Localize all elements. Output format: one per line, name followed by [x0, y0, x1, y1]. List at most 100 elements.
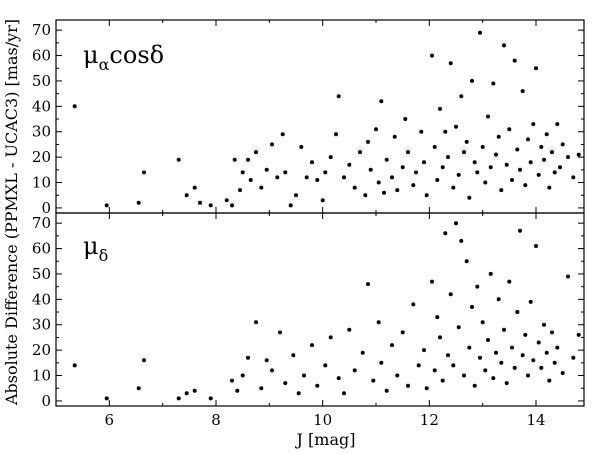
- data-point-bottom: [296, 391, 301, 396]
- data-point-bottom: [571, 355, 576, 360]
- data-point-top: [504, 162, 509, 167]
- data-point-top: [510, 178, 514, 182]
- data-point-bottom: [526, 373, 530, 378]
- data-point-bottom: [523, 332, 528, 337]
- data-point-bottom: [555, 345, 560, 350]
- data-point-top: [478, 30, 482, 35]
- data-point-top: [403, 117, 408, 121]
- data-point-bottom: [510, 345, 514, 350]
- data-point-top: [542, 157, 546, 162]
- data-point-top: [430, 53, 434, 58]
- data-points: [72, 30, 581, 401]
- data-point-top: [539, 145, 544, 149]
- panel-label-top-suffix: cosδ: [109, 41, 164, 69]
- data-point-bottom: [502, 327, 506, 332]
- x-tick-label: 6: [105, 411, 115, 429]
- y-tick-label-top: 60: [32, 47, 51, 65]
- data-point-top: [470, 78, 474, 83]
- data-point-bottom: [499, 360, 504, 365]
- data-point-top: [192, 185, 197, 190]
- data-point-top: [486, 114, 490, 119]
- data-point-top: [254, 150, 258, 155]
- data-point-top: [304, 175, 309, 180]
- data-point-bottom: [467, 345, 472, 350]
- y-tick-label-bottom: 70: [32, 214, 51, 232]
- data-point-bottom: [462, 373, 466, 378]
- y-tick-label-bottom: 60: [32, 240, 51, 258]
- data-point-bottom: [291, 353, 296, 358]
- panel-label-top: μαcosδ: [83, 41, 164, 74]
- data-point-top: [142, 170, 146, 175]
- data-point-top: [528, 160, 533, 165]
- data-point-top: [526, 137, 530, 142]
- data-point-bottom: [430, 279, 434, 284]
- data-point-top: [368, 167, 373, 172]
- data-point-bottom: [302, 373, 306, 378]
- data-point-top: [288, 203, 293, 208]
- data-point-top: [424, 193, 429, 198]
- data-point-bottom: [283, 381, 288, 386]
- data-point-top: [494, 152, 498, 157]
- data-point-top: [443, 129, 448, 134]
- data-point-bottom: [264, 358, 269, 363]
- data-point-top: [534, 66, 538, 71]
- axis-ticks: [55, 20, 584, 406]
- panel-label-bottom-sub: δ: [99, 246, 109, 265]
- data-point-top: [395, 188, 400, 193]
- data-point-bottom: [278, 330, 282, 335]
- data-point-top: [414, 170, 418, 175]
- data-point-top: [374, 127, 378, 132]
- data-point-bottom: [542, 322, 546, 327]
- data-point-bottom: [539, 365, 544, 370]
- data-point-top: [422, 160, 426, 165]
- data-point-top: [467, 195, 472, 200]
- x-axis-title: J [mag]: [295, 430, 356, 449]
- data-point-bottom: [432, 368, 437, 373]
- data-point-top: [462, 150, 466, 155]
- data-point-bottom: [483, 368, 488, 373]
- data-point-bottom: [552, 360, 557, 365]
- data-point-top: [392, 134, 397, 139]
- data-point-top: [246, 157, 250, 162]
- data-point-bottom: [531, 358, 536, 363]
- y-tick-label-top: 0: [41, 199, 51, 217]
- data-point-top: [454, 124, 458, 129]
- data-point-bottom: [472, 383, 477, 388]
- data-point-bottom: [459, 238, 464, 243]
- data-point-top: [472, 160, 477, 165]
- data-point-top: [176, 157, 181, 162]
- data-point-top: [136, 200, 141, 205]
- data-point-bottom: [406, 383, 410, 388]
- data-point-bottom: [515, 310, 520, 314]
- data-point-bottom: [518, 228, 522, 233]
- data-point-top: [558, 165, 562, 170]
- data-point-bottom: [566, 274, 570, 279]
- data-point-bottom: [142, 358, 146, 363]
- data-point-bottom: [491, 376, 496, 381]
- data-point-bottom: [470, 305, 474, 309]
- data-point-top: [104, 203, 109, 208]
- data-point-top: [571, 175, 576, 180]
- data-point-bottom: [352, 368, 357, 373]
- data-point-top: [366, 139, 370, 144]
- data-point-top: [347, 162, 352, 167]
- data-point-top: [400, 165, 405, 170]
- data-point-top: [299, 145, 304, 149]
- data-point-bottom: [342, 391, 346, 396]
- data-point-top: [342, 175, 346, 180]
- data-point-top: [459, 94, 464, 99]
- panel-label-top-base: μ: [83, 41, 99, 69]
- y-tick-label-bottom: 40: [32, 290, 51, 308]
- data-point-bottom: [478, 355, 482, 360]
- data-point-top: [328, 155, 333, 160]
- data-point-top: [315, 178, 320, 182]
- data-point-bottom: [336, 376, 341, 381]
- data-point-top: [358, 150, 362, 155]
- data-point-top: [240, 170, 245, 175]
- data-point-bottom: [246, 355, 250, 360]
- panel-label-bottom-base: μ: [83, 232, 99, 260]
- data-point-bottom: [310, 343, 314, 348]
- data-point-bottom: [347, 327, 352, 332]
- data-point-top: [432, 145, 437, 149]
